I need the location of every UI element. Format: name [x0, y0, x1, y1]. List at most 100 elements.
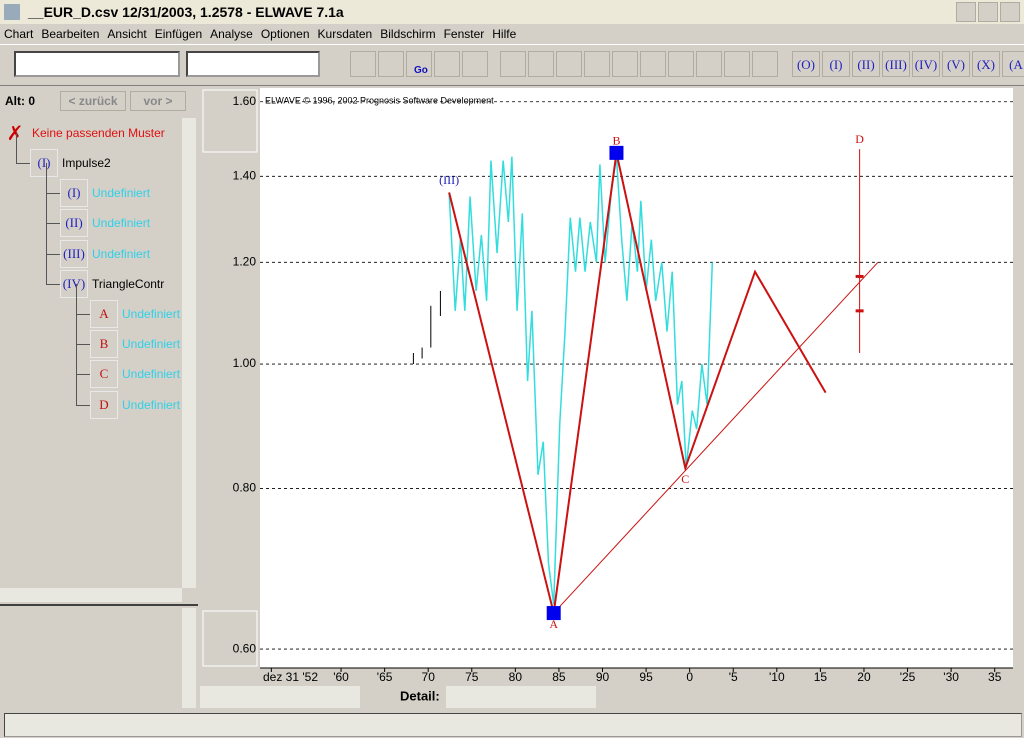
line-series — [553, 261, 879, 614]
dropdown[interactable] — [186, 51, 320, 77]
tool-button[interactable] — [584, 51, 610, 77]
tree-connector — [46, 193, 47, 224]
target-label: D — [855, 132, 864, 146]
x-tick-label: 0 — [686, 670, 693, 684]
tree-label[interactable]: Undefiniert — [92, 216, 151, 231]
tree-label[interactable]: Undefiniert — [92, 186, 151, 201]
x-tick-label: 90 — [596, 670, 610, 684]
scrollbar[interactable] — [182, 118, 196, 588]
y-tick-label: 0.80 — [233, 481, 257, 495]
wave-button[interactable]: (X) — [972, 51, 1000, 77]
tool-button[interactable] — [350, 51, 376, 77]
x-tick-label: '30 — [943, 670, 959, 684]
y-tick-label: 0.60 — [233, 641, 257, 655]
y-tick-label: 1.20 — [233, 254, 257, 268]
go-label: Go — [414, 65, 428, 76]
splitter — [0, 604, 198, 606]
tool-button[interactable] — [434, 51, 460, 77]
x-tick-label: '65 — [377, 670, 393, 684]
tree-connector — [76, 314, 77, 345]
detail-slider[interactable] — [446, 686, 596, 708]
wave-button[interactable]: (V) — [942, 51, 970, 77]
tree-status: Keine passenden Muster — [32, 126, 165, 140]
tree-label[interactable]: Impulse2 — [62, 156, 111, 170]
wave-button[interactable]: (III) — [882, 51, 910, 77]
tree-icon: (II) — [60, 209, 88, 238]
tool-button[interactable] — [462, 51, 488, 77]
scrollbar[interactable] — [182, 608, 196, 708]
tool-button[interactable] — [752, 51, 778, 77]
x-tick-label: 15 — [814, 670, 828, 684]
wave-button[interactable]: (IV) — [912, 51, 940, 77]
menu-bar: Chart Bearbeiten Ansicht Einfügen Analyse Opt… — [0, 24, 1024, 44]
tool-button[interactable] — [724, 51, 750, 77]
menu-item[interactable]: Ansicht — [107, 27, 147, 41]
line-series — [448, 152, 827, 614]
tree-label[interactable]: Undefiniert — [122, 337, 181, 352]
title-bar: __EUR_D.csv 12/31/2003, 1.2578 - ELWAVE … — [0, 0, 1024, 24]
wave-marker — [546, 606, 561, 621]
tree-connector — [46, 223, 47, 254]
x-tick-label: 85 — [552, 670, 566, 684]
menu-item[interactable]: Fenster — [443, 27, 485, 41]
tool-button[interactable] — [378, 51, 404, 77]
x-tick-label: '25 — [900, 670, 916, 684]
menu-item[interactable]: Kursdaten — [317, 27, 373, 41]
tree-connector — [46, 163, 47, 194]
tool-button[interactable] — [556, 51, 582, 77]
tree-connector — [46, 283, 60, 285]
scrollbar-h[interactable] — [200, 686, 360, 708]
menu-item[interactable]: Chart — [4, 27, 34, 41]
tree-label[interactable]: Undefiniert — [122, 367, 181, 382]
maximize[interactable] — [978, 2, 998, 22]
wave-marker — [609, 145, 624, 160]
x-tick-label: 70 — [422, 670, 436, 684]
tool-button[interactable] — [668, 51, 694, 77]
menu-item[interactable]: Einfügen — [154, 27, 203, 41]
line-series — [448, 156, 714, 605]
menu-item[interactable]: Analyse — [210, 27, 253, 41]
menu-item[interactable]: Hilfe — [492, 27, 517, 41]
tree-label[interactable]: TriangleContr — [92, 276, 165, 291]
forward-button[interactable]: vor > — [130, 91, 186, 111]
wave-button[interactable]: (A — [1002, 51, 1024, 77]
wave-label: B — [612, 134, 620, 148]
tool-button[interactable] — [500, 51, 526, 77]
tree-connector — [46, 223, 60, 225]
detail-label: Detail: — [400, 688, 440, 703]
wave-button[interactable]: (I) — [822, 51, 850, 77]
tree-icon: (I) — [30, 149, 58, 177]
back-button[interactable]: < zurück — [60, 91, 126, 111]
wave-button[interactable]: (O) — [792, 51, 820, 77]
tool-button[interactable] — [640, 51, 666, 77]
menu-item[interactable]: Bearbeiten — [41, 27, 100, 41]
tree-label[interactable]: Undefiniert — [122, 307, 181, 321]
tree-connector — [46, 253, 47, 284]
tree-icon: D — [90, 390, 118, 419]
tool-button[interactable] — [406, 51, 432, 77]
tree-connector — [46, 193, 60, 195]
tree: ✗ Keine passenden Muster (I) Impulse2 (I) U… — [0, 118, 182, 588]
wave-button[interactable]: (II) — [852, 51, 880, 77]
tree-icon: (I) — [60, 179, 88, 208]
tree-connector — [76, 404, 90, 406]
x-tick-label: '10 — [769, 670, 785, 684]
close[interactable] — [1000, 2, 1020, 22]
menu-item[interactable]: Bildschirm — [380, 27, 436, 41]
tree-label[interactable]: Undefiniert — [122, 397, 181, 412]
minimize[interactable] — [956, 2, 976, 22]
input-field[interactable] — [14, 51, 180, 77]
menu-item[interactable]: Optionen — [260, 27, 310, 41]
tool-button[interactable] — [612, 51, 638, 77]
scrollbar-h[interactable] — [0, 588, 182, 602]
tree-icon: A — [90, 300, 118, 328]
tree-icon: (III) — [60, 239, 88, 268]
app-icon — [4, 4, 20, 20]
axis-box — [202, 89, 258, 153]
tool-button[interactable] — [528, 51, 554, 77]
tree-connector — [76, 284, 77, 314]
tool-button[interactable] — [696, 51, 722, 77]
tree-label[interactable]: Undefiniert — [92, 246, 151, 261]
tree-icon: B — [90, 330, 118, 359]
